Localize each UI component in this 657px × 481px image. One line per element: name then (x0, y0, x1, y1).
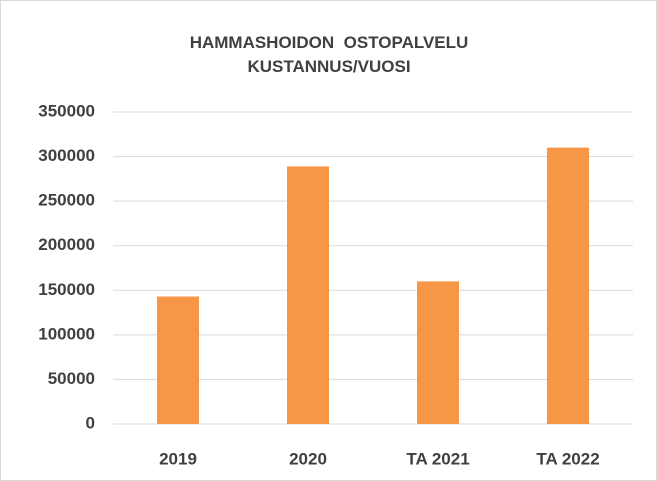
y-tick-label: 200000 (38, 235, 95, 254)
x-tick-label: TA 2022 (536, 449, 599, 468)
y-tick-label: 50000 (48, 369, 95, 388)
y-tick-label: 100000 (38, 324, 95, 343)
x-tick-label: TA 2021 (406, 449, 469, 468)
y-tick-label: 300000 (38, 146, 95, 165)
bar (287, 166, 329, 424)
bar (547, 147, 589, 424)
y-tick-label: 150000 (38, 280, 95, 299)
x-tick-label: 2019 (159, 449, 197, 468)
y-tick-label: 0 (86, 413, 95, 432)
y-tick-label: 250000 (38, 191, 95, 210)
chart-title: HAMMASHOIDON OSTOPALVELU KUSTANNUS/VUOSI (189, 33, 474, 76)
x-tick-label: 2020 (289, 449, 327, 468)
bar (417, 281, 459, 424)
bar (157, 296, 199, 424)
y-tick-label: 350000 (38, 101, 95, 120)
